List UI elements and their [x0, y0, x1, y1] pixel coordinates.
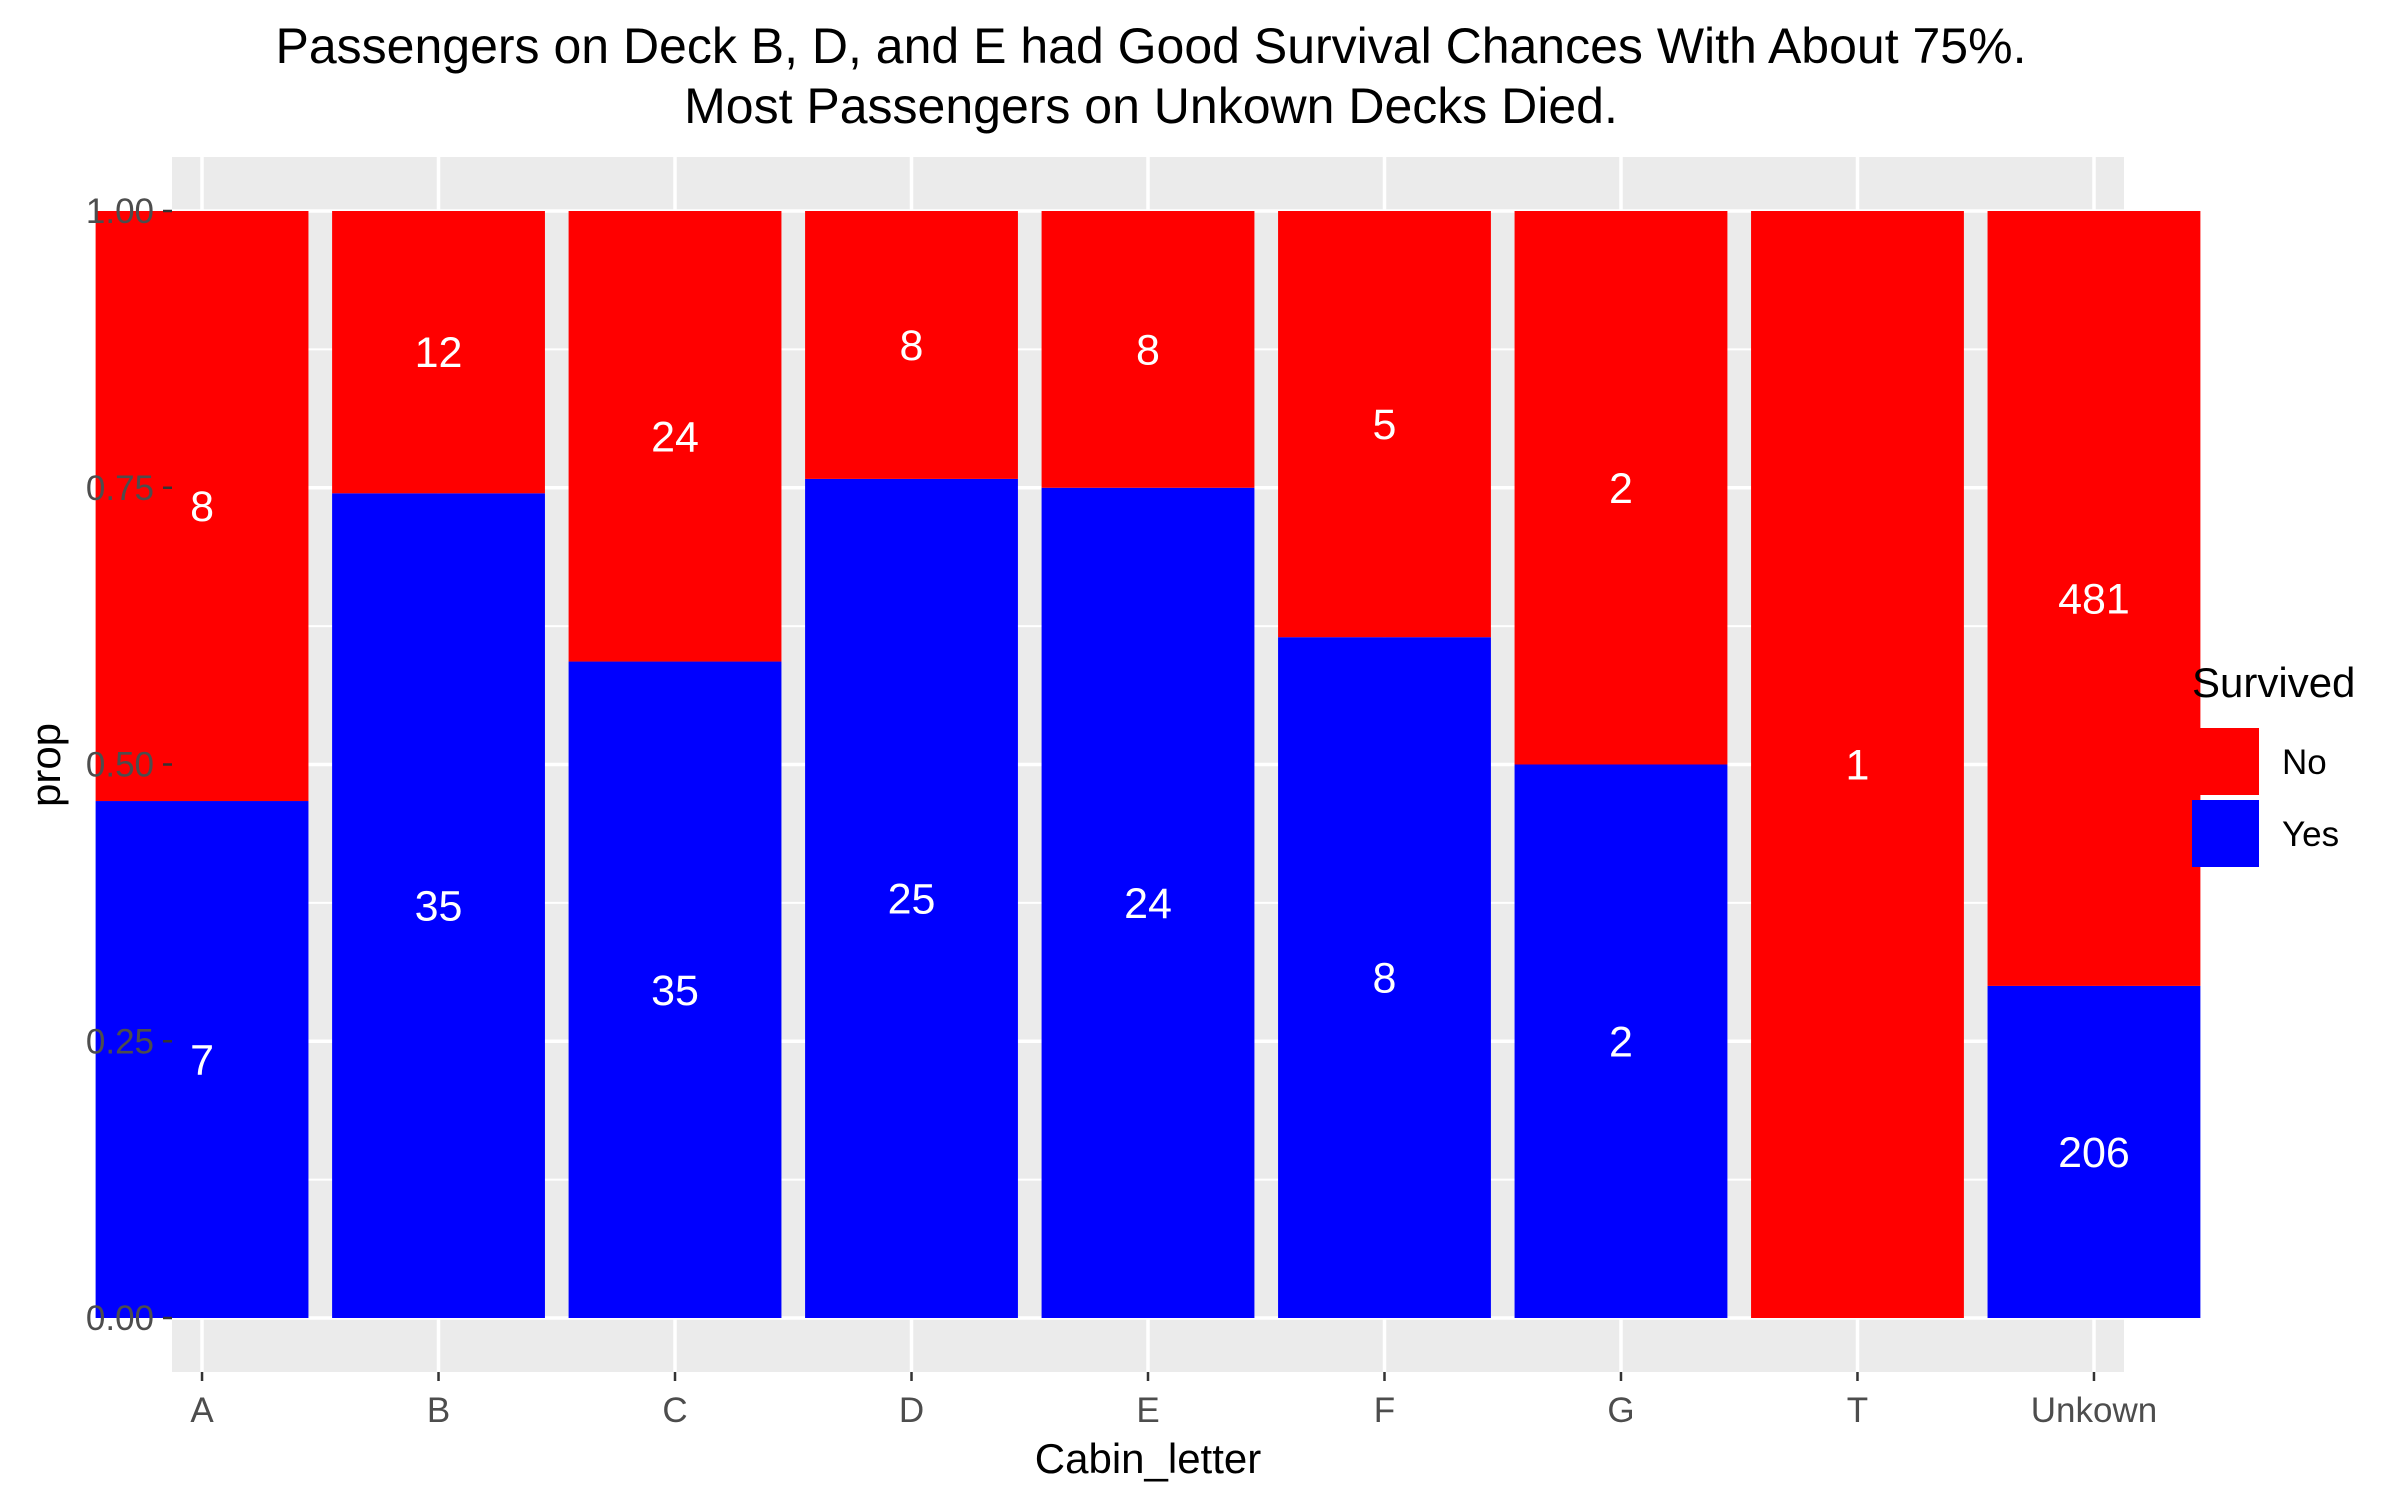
- bar-label-yes-c: 35: [651, 967, 699, 1015]
- bar-label-yes-b: 35: [415, 883, 463, 931]
- bar-label-yes-e: 24: [1124, 880, 1172, 928]
- y-tick-label: 1.00: [86, 192, 154, 231]
- y-axis-title: prop: [22, 723, 69, 807]
- y-tick-label: 0.50: [86, 746, 154, 785]
- bar-label-yes-f: 8: [1373, 955, 1397, 1003]
- bar-yes-b: [332, 493, 545, 1318]
- x-axis-title: Cabin_letter: [1035, 1435, 1261, 1482]
- bar-yes-e: [1041, 487, 1255, 1318]
- chart-title-line-2: Most Passengers on Unkown Decks Died.: [684, 78, 1618, 134]
- bar-label-yes-g: 2: [1609, 1018, 1633, 1066]
- x-tick-label-c: C: [662, 1391, 687, 1430]
- bar-no-a: [95, 211, 309, 802]
- bars: [95, 211, 2201, 1318]
- legend-label-yes: Yes: [2282, 815, 2339, 854]
- bar-no-e: [1041, 211, 1255, 488]
- legend-title: Survived: [2192, 659, 2355, 706]
- x-tick-label-b: B: [427, 1391, 450, 1430]
- bar-no-unkown: [1987, 211, 2201, 986]
- bar-labels: 7 8 35 12 35 24 25 8 24 8 8 5 2 2 1 206 481: [190, 322, 2130, 1177]
- bar-label-no-unkown: 481: [2058, 575, 2130, 623]
- x-tick-label-g: G: [1607, 1391, 1634, 1430]
- bar-no-c: [568, 211, 782, 662]
- bar-label-no-t: 1: [1846, 742, 1870, 790]
- bar-yes-unkown: [1987, 985, 2201, 1318]
- bar-no-d: [805, 211, 1018, 479]
- chart-title-line-1: Passengers on Deck B, D, and E had Good …: [276, 18, 2027, 74]
- bar-yes-g: [1514, 764, 1728, 1318]
- bar-label-no-d: 8: [900, 322, 924, 370]
- bar-label-no-e: 8: [1136, 326, 1160, 374]
- bar-label-no-a: 8: [190, 483, 214, 531]
- x-tick-label-f: F: [1374, 1391, 1395, 1430]
- x-tick-label-t: T: [1847, 1391, 1868, 1430]
- y-tick-label: 0.75: [86, 469, 154, 508]
- bar-yes-f: [1278, 637, 1491, 1318]
- x-tick-label-e: E: [1136, 1391, 1159, 1430]
- legend: Survived No Yes: [2192, 659, 2355, 867]
- legend-key-yes: [2192, 800, 2259, 867]
- bar-no-g: [1514, 211, 1728, 765]
- legend-label-no: No: [2282, 743, 2327, 782]
- y-tick-label: 0.25: [86, 1022, 154, 1061]
- x-tick-label-unkown: Unkown: [2031, 1391, 2157, 1430]
- bar-no-b: [332, 211, 545, 494]
- bar-label-no-b: 12: [415, 329, 463, 377]
- legend-key-no: [2192, 728, 2259, 795]
- x-axis: A B C D E F G T Unkown: [190, 1372, 2157, 1430]
- bar-no-t: [1751, 211, 1964, 1318]
- bar-label-yes-a: 7: [190, 1037, 214, 1085]
- bar-no-f: [1278, 211, 1491, 638]
- bar-yes-c: [568, 661, 782, 1318]
- bar-label-yes-d: 25: [888, 875, 936, 923]
- y-axis: 0.00 0.25 0.50 0.75 1.00: [86, 192, 172, 1338]
- x-tick-label-a: A: [190, 1391, 214, 1430]
- bar-label-yes-unkown: 206: [2058, 1129, 2130, 1177]
- bar-yes-d: [805, 478, 1018, 1318]
- x-tick-label-d: D: [899, 1391, 924, 1430]
- bar-label-no-g: 2: [1609, 465, 1633, 513]
- y-tick-label: 0.00: [86, 1299, 154, 1338]
- bar-label-no-f: 5: [1373, 401, 1397, 449]
- bar-label-no-c: 24: [651, 413, 699, 461]
- bar-yes-a: [95, 801, 309, 1318]
